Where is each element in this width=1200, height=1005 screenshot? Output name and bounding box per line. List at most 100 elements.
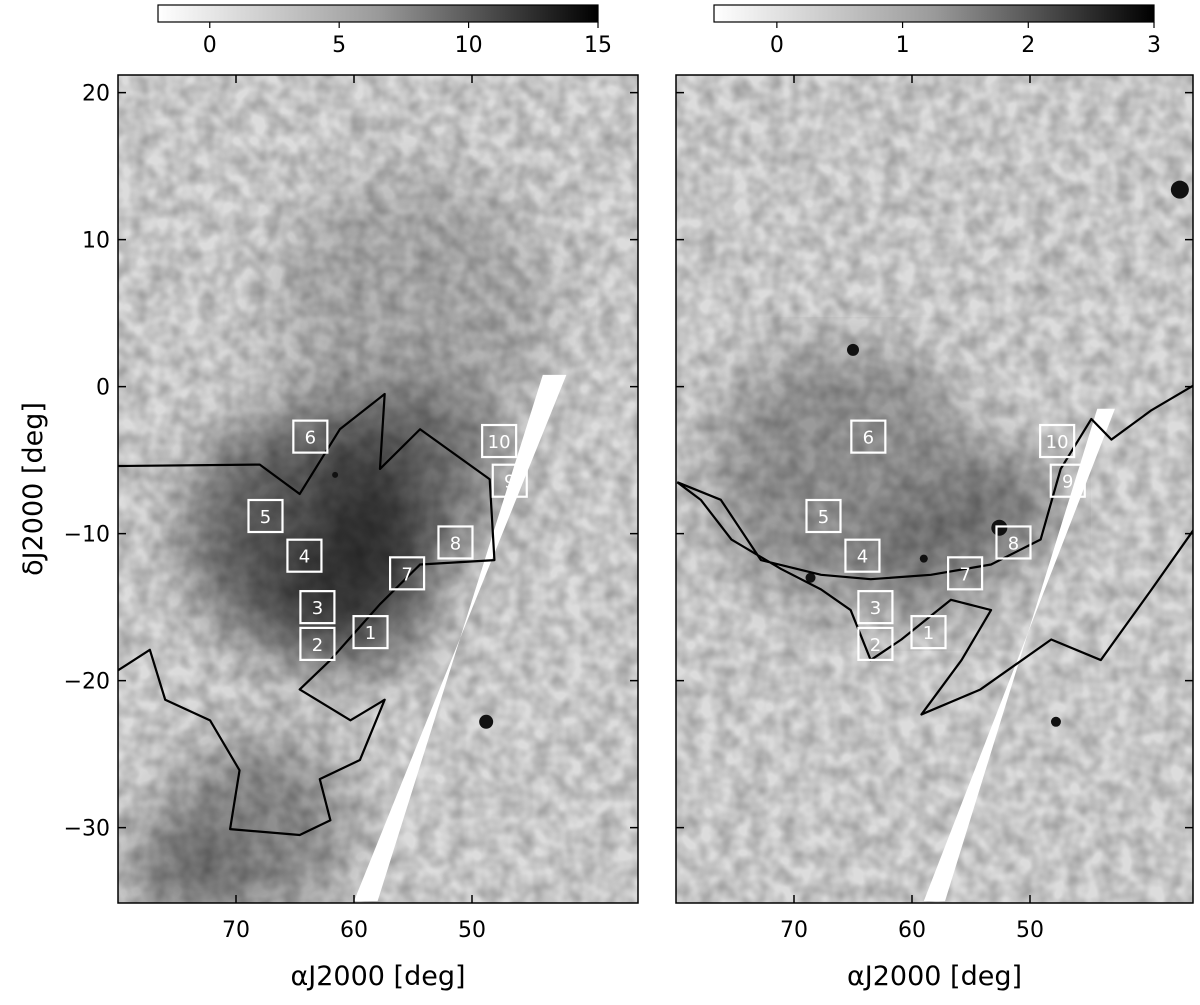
region-box-9: 9 [1049,463,1086,498]
point-source [1170,180,1189,199]
region-label: 9 [504,472,515,493]
region-box [389,556,426,591]
right-panel: 1 2 3 4 5 6 7 8 9 10 70 60 50 αJ2000 [deg] 0 1 2 3 [675,4,1194,992]
x-tick-label: 70 [780,918,808,943]
region-label: 10 [488,432,511,453]
masked-stripe [923,408,1115,902]
region-label: 1 [365,623,376,644]
region-label: 2 [312,635,323,656]
region-box [491,463,528,498]
region-label: 3 [312,598,323,619]
region-box [995,525,1032,560]
x-tick-label: 60 [898,918,926,943]
colorbar-tick-label: 0 [203,33,217,58]
region-label: 4 [857,547,868,568]
colorbar-gradient [157,4,599,23]
point-source [805,572,816,583]
x-tick-label: 60 [340,918,368,943]
x-axis-label: αJ2000 [deg] [847,961,1022,992]
region-box [1049,463,1086,498]
region-box [805,498,842,534]
region-box [857,590,894,625]
region-box-10: 10 [481,423,518,459]
region-box [946,556,984,591]
region-box [857,626,894,661]
region-box-1: 1 [352,615,389,650]
region-box-2: 2 [299,626,336,661]
x-axis-label: αJ2000 [deg] [290,961,465,992]
sky-map-image [118,75,638,903]
colorbar-tick-label: 15 [584,33,612,58]
region-box-2: 2 [857,626,894,661]
y-axis-label: δJ2000 [deg] [18,402,49,576]
region-label: 5 [260,507,271,528]
region-box [1039,423,1076,459]
map-noise [676,75,1193,903]
region-label: 9 [1062,472,1073,493]
region-label: 4 [299,547,310,568]
colorbar-tick-label: 0 [770,33,784,58]
region-box-4: 4 [844,538,881,573]
region-label: 8 [1008,533,1019,554]
region-box [247,498,284,534]
axes-frame [675,74,1194,904]
region-box [286,538,323,573]
colorbar: 0 1 2 3 [713,4,1161,58]
region-box-8: 8 [437,525,474,560]
y-tick-label: −30 [64,817,110,842]
region-label: 6 [863,428,874,449]
region-box [299,590,336,625]
colorbar-tick-label: 3 [1147,33,1161,58]
colorbar-tick-label: 2 [1021,33,1035,58]
region-box [292,419,329,454]
y-tick-label: −10 [64,523,110,548]
region-label: 2 [870,635,881,656]
region-label: 7 [401,564,412,585]
region-box [299,626,336,661]
region-label: 1 [923,623,934,644]
region-box-4: 4 [286,538,323,573]
region-box-6: 6 [850,419,887,454]
region-label: 3 [870,598,881,619]
region-box [844,538,881,573]
region-box [910,615,947,650]
left-panel: 1 2 3 4 5 6 7 8 9 10 70 60 50 20 10 0 −10 −20 −30 αJ2000 [d… [18,4,639,992]
sky-map-image [676,75,1193,903]
region-label: 10 [1046,432,1069,453]
region-label: 7 [959,564,970,585]
masked-stripe [354,374,567,902]
axes-frame [117,74,639,904]
contour-line [118,392,496,837]
region-label: 8 [450,533,461,554]
region-box-8: 8 [995,525,1032,560]
point-source [847,343,859,356]
contour-line [676,384,1193,716]
region-box-6: 6 [292,419,329,454]
y-tick-label: 20 [82,82,110,107]
region-box [352,615,389,650]
region-box [850,419,887,454]
region-box-10: 10 [1039,423,1076,459]
colorbar-tick-label: 1 [896,33,910,58]
region-box [437,525,474,560]
y-tick-label: 0 [96,376,110,401]
colorbar: 0 5 10 15 [157,4,612,58]
x-tick-label: 50 [1016,918,1044,943]
point-source [919,554,928,563]
point-source [991,519,1008,536]
region-box-5: 5 [247,498,284,534]
colorbar-gradient [713,4,1155,23]
region-box-1: 1 [910,615,947,650]
region-box-5: 5 [805,498,842,534]
y-tick-label: −20 [64,670,110,695]
map-noise [118,75,638,903]
colorbar-tick-label: 10 [455,33,483,58]
y-tick-label: 10 [82,229,110,254]
region-box-7: 7 [389,556,426,591]
x-tick-label: 50 [458,918,486,943]
region-box-3: 3 [857,590,894,625]
x-tick-label: 70 [222,918,250,943]
region-box-3: 3 [299,590,336,625]
point-source [479,714,494,729]
